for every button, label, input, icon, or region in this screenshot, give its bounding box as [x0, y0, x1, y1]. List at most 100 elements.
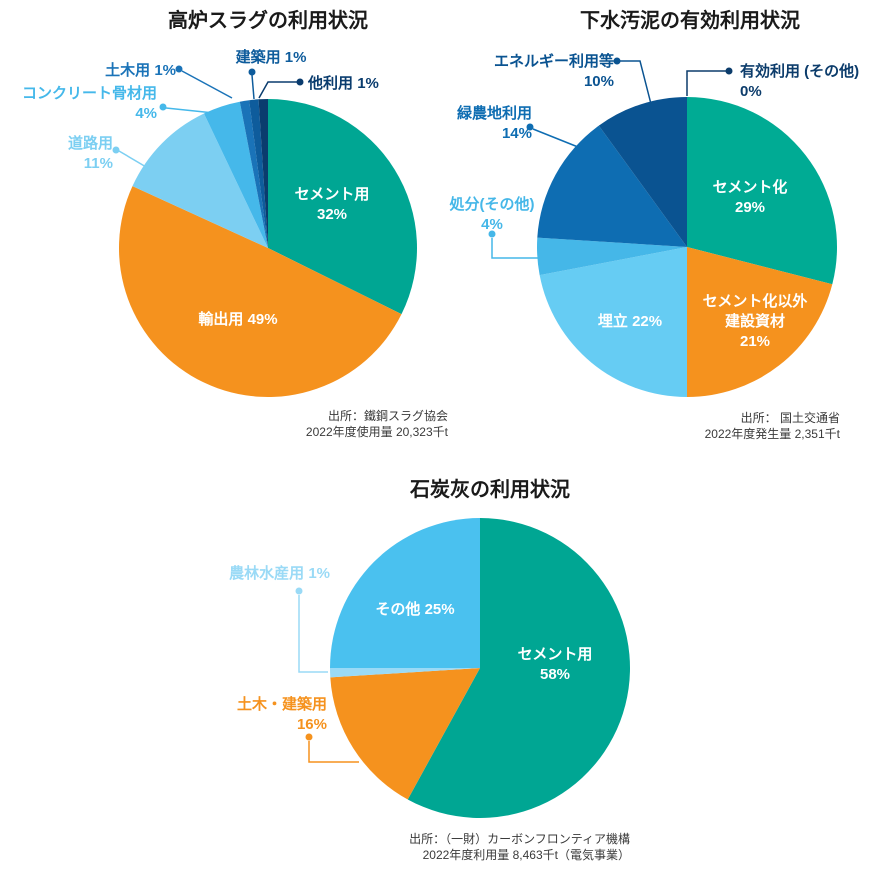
label-pct: 10% [583, 73, 614, 90]
label-pct: 21% [739, 333, 771, 350]
label-text: コンクリート骨材用 [21, 85, 157, 102]
label-text: セメント化以外 [702, 293, 808, 310]
label-text: 建設資材 [724, 313, 785, 330]
label-text: その他 [375, 601, 421, 618]
pie-slice-コンクリート骨材用 [203, 101, 268, 248]
source-line1: 出所：鐵鋼スラグ協会 [327, 409, 448, 423]
leader-line-civil-building [308, 741, 359, 763]
chart1-label-civil: 土木用 1% [96, 61, 176, 81]
pie-slice-セメント化 [687, 97, 837, 285]
pie-slice-セメント化以外建設資材 [687, 247, 833, 397]
label-pct: 58% [539, 666, 571, 683]
chart2-label-cementation: セメント化 29% [690, 178, 810, 218]
pie-slice-セメント用 [268, 99, 418, 315]
pie-coal-ash [330, 518, 631, 818]
leader-line-green-farmland [532, 128, 579, 148]
chart1-label-road: 道路用 11% [33, 134, 113, 174]
label-pct: 1% [284, 49, 307, 66]
label-text: セメント用 [517, 646, 593, 663]
label-text: エネルギー利用等 [493, 53, 614, 70]
label-pct: 4% [135, 105, 157, 122]
leader-line-other-use [258, 81, 297, 99]
chart1-label-cement: セメント用 32% [272, 185, 392, 225]
label-pct: 25% [424, 601, 455, 618]
chart1-title: 高炉スラグの利用状況 [168, 10, 368, 32]
label-pct: 29% [734, 199, 766, 216]
pie-slice-その他 [330, 518, 480, 668]
pie-slice-処分(その他) [537, 237, 687, 276]
chart2-label-disposal: 処分(その他) 4% [437, 195, 547, 235]
chart3-label-other: その他 25% [345, 600, 485, 620]
label-pct: 1% [308, 565, 330, 582]
leader-dot-agriculture [295, 587, 303, 595]
leader-dot-other-use [296, 78, 304, 86]
pie-slice-エネルギー利用等 [598, 97, 687, 247]
chart1-label-other-use: 他利用 1% [308, 74, 379, 94]
leader-line-effective-other [686, 70, 727, 96]
label-pct: 32% [316, 206, 348, 223]
label-text: 農林水産用 [229, 565, 305, 582]
chart2-label-landfill: 埋立 22% [570, 312, 690, 332]
label-text: 処分(その他) [449, 196, 535, 213]
leader-dot-road [112, 146, 120, 154]
chart1-source: 出所：鐵鋼スラグ協会 2022年度使用量 20,323千t [148, 408, 448, 440]
pie-slice-建築用 [249, 99, 268, 248]
label-text: 土木・建築用 [236, 696, 327, 713]
chart1-label-building: 建築用 1% [221, 48, 321, 68]
label-pct: 0% [740, 83, 762, 100]
pie-slice-道路用 [132, 113, 268, 248]
leader-dot-energy [613, 57, 621, 65]
label-pct: 49% [247, 311, 278, 328]
source-line2: 2022年度使用量 20,323千t [305, 425, 448, 439]
pie-slice-土木・建築用 [330, 668, 480, 800]
label-text: 建築用 [235, 49, 281, 66]
label-pct: 1% [154, 62, 176, 79]
label-pct: 11% [83, 155, 113, 172]
chart2-label-green-farmland: 緑農地利用 14% [420, 104, 532, 144]
pie-slice-緑農地利用 [537, 125, 687, 247]
label-text: セメント化 [712, 179, 788, 196]
chart2-label-energy: エネルギー利用等 10% [474, 52, 614, 92]
leader-line-building [251, 74, 255, 100]
chart3-label-cement: セメント用 58% [495, 645, 615, 685]
pie-slice-埋立 [539, 247, 687, 397]
pie-slice-他利用 [258, 99, 268, 248]
chart1-label-concrete-aggregate: コンクリート骨材用 4% [12, 84, 157, 124]
label-pct: 4% [481, 216, 503, 233]
label-text: 有効利用 (その他) [740, 63, 860, 80]
leader-dot-civil [175, 65, 183, 73]
source-line2: 2022年度発生量 2,351千t [704, 427, 840, 441]
label-text: 埋立 [597, 313, 628, 330]
pie-slice-農林水産用 [330, 668, 480, 678]
pie-slice-土木用 [239, 100, 268, 248]
chart1-label-export: 輸出用 49% [158, 310, 318, 330]
pie-blast-furnace-slag [118, 99, 418, 398]
label-pct: 22% [632, 313, 663, 330]
pie-slice-輸出用 [118, 186, 402, 398]
leader-dot-civil-building [305, 733, 313, 741]
leader-dot-green-farmland [526, 123, 534, 131]
chart3-label-agriculture: 農林水産用 1% [216, 564, 330, 584]
leader-line-agriculture [298, 595, 328, 673]
leader-line-road [118, 150, 159, 175]
label-text: 道路用 [67, 135, 113, 152]
leader-line-civil [181, 70, 233, 99]
leader-dot-disposal [488, 230, 496, 238]
chart3-title: 石炭灰の利用状況 [410, 479, 570, 501]
chart3-label-civil-building: 土木・建築用 16% [215, 695, 327, 735]
source-line2: 2022年度利用量 8,463千t（電気事業） [422, 848, 630, 862]
leaders-chart3 [295, 587, 359, 763]
leader-line-energy [620, 60, 652, 105]
chart2-source: 出所： 国土交通省 2022年度発生量 2,351千t [540, 410, 840, 442]
leaders-chart2 [488, 57, 733, 259]
label-text: 土木用 [105, 62, 151, 79]
chart2-title: 下水汚泥の有効利用状況 [580, 10, 800, 32]
pie-slice-セメント用 [407, 518, 631, 818]
leader-dot-building [248, 68, 256, 76]
leader-dot-concrete-aggregate [159, 103, 167, 111]
chart2-label-effective-other: 有効利用 (その他) 0% [740, 62, 859, 102]
chart3-source: 出所：（一財）カーボンフロンティア機構 2022年度利用量 8,463千t（電気… [330, 831, 630, 863]
chart2-label-construction-materials: セメント化以外 建設資材 21% [675, 292, 835, 352]
